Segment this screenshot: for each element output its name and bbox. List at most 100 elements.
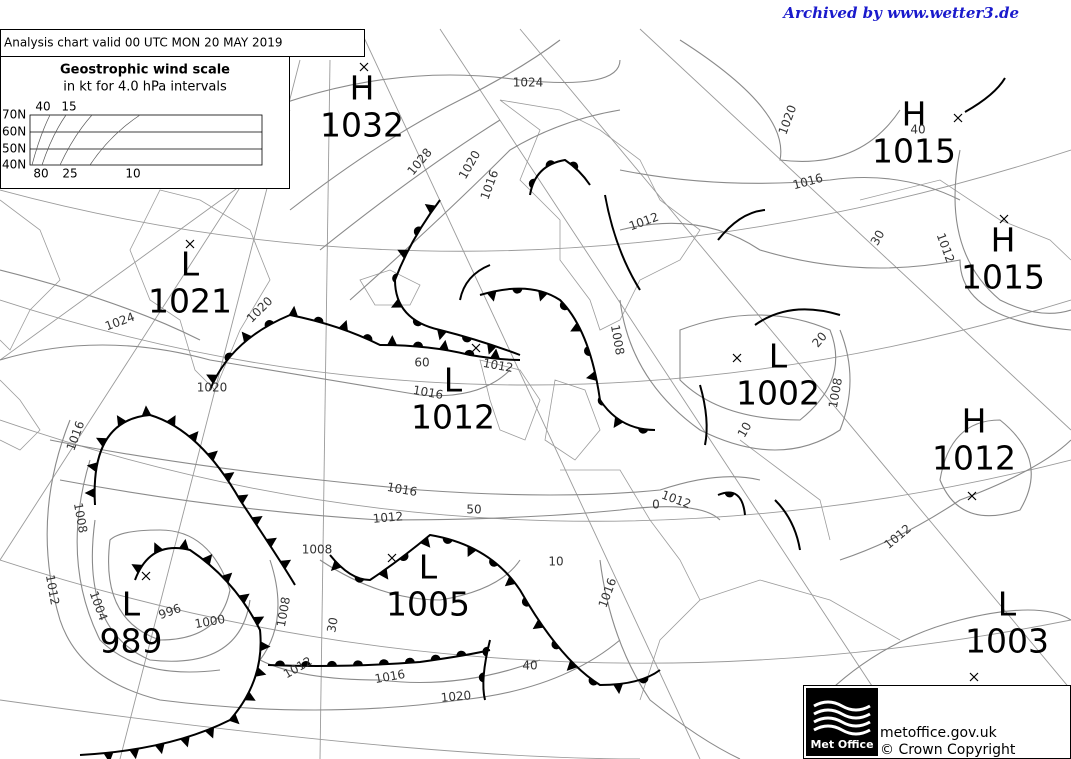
- speed-label: 80: [33, 167, 48, 181]
- latitude-label: 40: [910, 123, 925, 137]
- front-symbol: [424, 203, 436, 214]
- isobar-label: 1020: [456, 148, 483, 181]
- center-cross: [471, 343, 481, 353]
- front-symbol: [202, 554, 213, 565]
- front: [329, 533, 661, 687]
- front: [459, 264, 491, 301]
- front-symbol: [437, 329, 447, 341]
- speed-label: 10: [125, 167, 140, 181]
- front: [529, 158, 591, 196]
- isobar-label: 1016: [374, 667, 407, 686]
- isobar-label: 1020: [197, 381, 228, 395]
- center-cross: [387, 553, 397, 563]
- front-symbol: [462, 335, 472, 343]
- front-symbol: [570, 322, 582, 332]
- front-symbol: [512, 288, 523, 294]
- speed-label: 40: [35, 100, 50, 114]
- front: [774, 499, 801, 551]
- center-cross: [999, 214, 1009, 224]
- front-symbol: [438, 339, 449, 351]
- front-symbol: [116, 415, 127, 427]
- front-symbol: [532, 619, 544, 630]
- front-symbol: [251, 515, 263, 526]
- front-symbol: [264, 320, 274, 328]
- latitude-label: 20: [809, 329, 830, 350]
- front-symbol: [86, 462, 98, 473]
- front-symbol: [490, 348, 501, 359]
- latitude-label: 30: [868, 228, 888, 248]
- front-symbol: [103, 752, 114, 759]
- front-symbol: [504, 576, 516, 587]
- front-symbol: [265, 537, 277, 548]
- front-symbol: [482, 646, 489, 657]
- front-symbol: [188, 431, 199, 443]
- wind-scale-title: Geostrophic wind scale: [60, 63, 230, 78]
- latitude-label: 40N: [2, 158, 26, 172]
- center-value: 1021: [148, 282, 232, 321]
- front-symbol: [224, 352, 233, 362]
- front-symbol: [326, 660, 337, 666]
- front-symbol: [538, 290, 548, 302]
- isobar-label: 1012: [482, 356, 515, 375]
- wind-scale-subtitle: in kt for 4.0 hPa intervals: [63, 80, 227, 95]
- center-kind: H: [991, 221, 1016, 260]
- front: [393, 199, 521, 356]
- front-symbol: [521, 597, 530, 607]
- front: [964, 77, 1006, 113]
- front-symbol: [223, 472, 235, 482]
- center-cross: [953, 113, 963, 123]
- isobar-label: 1000: [194, 612, 227, 631]
- wind-scale-curves: [31, 114, 141, 166]
- latitude-label: 60N: [2, 125, 26, 139]
- latitude-label: 70N: [2, 108, 26, 122]
- center-cross: [359, 62, 369, 72]
- speed-label: 15: [61, 100, 76, 114]
- front: [717, 491, 746, 516]
- front-symbol: [166, 415, 176, 427]
- front-symbol: [378, 568, 389, 580]
- isobar-label: 1012: [659, 488, 692, 512]
- front: [79, 547, 262, 756]
- isobar-label: 1016: [478, 168, 502, 201]
- front-symbol: [412, 318, 423, 327]
- front-symbol: [397, 249, 409, 259]
- front-symbol: [430, 654, 441, 661]
- isobar-label: 1020: [440, 688, 472, 705]
- front-symbol: [180, 736, 190, 748]
- front-symbol: [131, 564, 143, 574]
- center-kind: L: [419, 548, 438, 587]
- latitude-label: 30: [324, 616, 340, 633]
- front-symbol: [204, 727, 215, 739]
- center-cross: [732, 353, 742, 363]
- latitude-label: 50N: [2, 142, 26, 156]
- front-symbol: [96, 437, 108, 448]
- front-symbol: [597, 396, 604, 406]
- center-cross: [969, 672, 979, 682]
- isobar-label: 1012: [281, 654, 314, 681]
- front-symbol: [178, 538, 189, 550]
- center-value: 1002: [736, 374, 820, 413]
- front-symbol: [566, 660, 578, 671]
- front-symbol: [404, 657, 415, 664]
- front-symbol: [456, 650, 467, 657]
- center-value: 1015: [872, 132, 956, 171]
- front-symbol: [237, 494, 249, 505]
- isobar-label: 1012: [881, 521, 913, 551]
- front-symbol: [244, 691, 256, 701]
- front-symbol: [613, 416, 624, 429]
- front-symbol: [84, 488, 95, 499]
- front-symbol: [583, 346, 591, 356]
- front-symbol: [352, 660, 363, 666]
- front-symbol: [362, 334, 373, 342]
- front-symbol: [487, 343, 497, 355]
- latitude-label: 40: [522, 659, 537, 673]
- center-value: 1012: [411, 398, 495, 437]
- front-symbol: [442, 537, 453, 544]
- center-value: 1005: [386, 585, 470, 624]
- center-kind: L: [444, 361, 463, 400]
- wind-scale-grid: [29, 114, 263, 166]
- title-box: [0, 29, 365, 57]
- front-symbol: [467, 545, 477, 558]
- isobar-label: 1008: [71, 502, 90, 535]
- logo-text: Met Office: [810, 738, 873, 751]
